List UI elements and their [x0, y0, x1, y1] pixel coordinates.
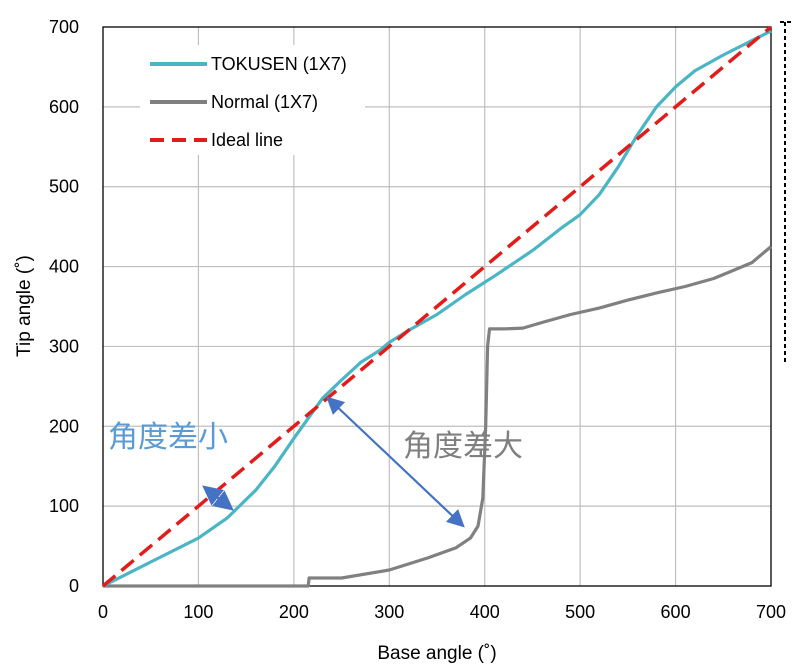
- y-tick-label: 700: [49, 17, 79, 37]
- x-tick-label: 100: [183, 602, 213, 622]
- y-tick-label: 100: [49, 496, 79, 516]
- y-axis-ticks: 0 100 200 300 400 500 600 700: [49, 17, 79, 596]
- legend-label-ideal: Ideal line: [211, 130, 283, 150]
- x-tick-label: 700: [756, 602, 786, 622]
- y-tick-label: 500: [49, 177, 79, 197]
- x-tick-label: 500: [565, 602, 595, 622]
- x-tick-label: 400: [470, 602, 500, 622]
- series-line-normal-1x7: [103, 245, 773, 588]
- y-tick-label: 200: [49, 416, 79, 436]
- small-diff-arrow: [202, 485, 234, 511]
- legend: TOKUSEN (1X7) Normal (1X7) Ideal line: [140, 45, 365, 155]
- x-tick-label: 200: [279, 602, 309, 622]
- y-tick-label: 0: [69, 576, 79, 596]
- annotation-large-diff: 角度差大: [403, 429, 523, 464]
- x-tick-label: 300: [374, 602, 404, 622]
- plot-area-border: [102, 26, 772, 587]
- annotation-small-diff: 角度差小: [108, 420, 228, 455]
- large-diff-arrow: [326, 396, 465, 528]
- y-tick-label: 400: [49, 257, 79, 277]
- y-tick-label: 300: [49, 336, 79, 356]
- x-tick-label: 600: [661, 602, 691, 622]
- series-line-tokusen-1x7: [102, 29, 772, 588]
- y-tick-label: 600: [49, 97, 79, 117]
- x-tick-label: 0: [98, 602, 108, 622]
- y-axis-label: Tip angle (˚): [14, 255, 35, 357]
- x-axis-ticks: 0 100 200 300 400 500 600 700: [98, 602, 786, 622]
- x-axis-label: Base angle (˚): [377, 643, 496, 664]
- legend-label-normal: Normal (1X7): [211, 92, 318, 112]
- legend-label-tokusen: TOKUSEN (1X7): [211, 54, 347, 74]
